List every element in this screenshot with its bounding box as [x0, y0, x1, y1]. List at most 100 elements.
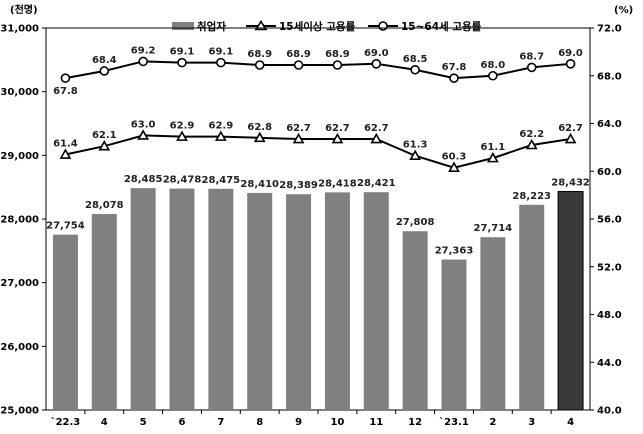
- line-series: 61.4 62.1 63.0 62.9 62.9 62.8 62.7 62.7 62.7 61.3…: [53, 45, 583, 172]
- line-15plus: [65, 134, 571, 169]
- label-15plus: 62.9: [170, 121, 195, 132]
- point-15to64: [293, 60, 304, 70]
- point-15to64: [488, 70, 498, 81]
- label-15to64: 69.1: [170, 47, 195, 58]
- left-tick-label: 25,000: [0, 406, 39, 417]
- label-15to64: 69.0: [558, 48, 583, 59]
- right-tick-label: 60.0: [597, 167, 622, 178]
- point-15plus: [448, 161, 460, 172]
- x-tick-label: 4: [101, 417, 108, 428]
- right-axis-unit: (%): [614, 5, 633, 16]
- point-15to64: [565, 59, 576, 69]
- bar-value-label: 28,078: [85, 200, 124, 211]
- bar-value-label: 28,389: [279, 180, 318, 191]
- label-15plus: 61.4: [53, 139, 78, 150]
- bar: [286, 194, 312, 410]
- x-tick-label: 3: [528, 417, 535, 428]
- label-15to64: 68.5: [403, 54, 428, 65]
- right-tick-label: 68.0: [597, 71, 622, 82]
- point-15plus: [525, 138, 538, 150]
- label-15to64: 68.9: [325, 49, 350, 60]
- bar-value-label: 28,223: [512, 191, 551, 202]
- point-15to64: [332, 60, 343, 70]
- label-15to64: 67.8: [53, 86, 78, 97]
- point-15plus: [486, 151, 499, 163]
- bar-value-label: 27,363: [435, 246, 474, 257]
- point-15plus: [253, 131, 266, 143]
- label-15plus: 62.1: [92, 130, 117, 141]
- bar-value-label: 28,475: [202, 175, 241, 186]
- left-axis-unit: (천명): [10, 3, 38, 16]
- bar: [519, 204, 545, 410]
- label-15to64: 69.0: [364, 48, 389, 59]
- label-15plus: 61.3: [403, 140, 428, 151]
- x-tick-label: 9: [295, 417, 302, 428]
- legend-swatch-15to64: [368, 21, 398, 31]
- bar: [91, 214, 117, 410]
- point-15to64: [216, 57, 226, 68]
- bar: [169, 188, 195, 410]
- x-tick-label: 6: [179, 417, 186, 428]
- label-15plus: 62.7: [364, 123, 389, 134]
- point-15plus: [59, 148, 72, 159]
- point-15to64: [449, 73, 459, 83]
- label-15to64: 68.4: [92, 55, 117, 66]
- bar-value-label: 28,432: [551, 177, 590, 188]
- label-15plus: 62.8: [247, 122, 272, 133]
- x-tick-label: 11: [369, 417, 383, 428]
- line-15to64: [65, 60, 571, 80]
- bar-value-label: 28,410: [240, 179, 279, 190]
- point-15plus: [564, 132, 577, 144]
- legend-label-15to64: 15~64세 고용률: [401, 20, 482, 33]
- label-15to64: 68.9: [247, 49, 272, 60]
- right-tick-label: 56.0: [597, 215, 622, 226]
- point-15plus: [409, 149, 422, 161]
- bar: [441, 259, 467, 410]
- point-15plus: [176, 130, 188, 141]
- x-tick-label: 2: [489, 417, 496, 428]
- bar: [208, 188, 234, 410]
- point-15plus: [98, 140, 111, 151]
- x-tick-label: 10: [330, 417, 344, 428]
- bar-value-label: 27,808: [396, 217, 435, 228]
- label-15plus: 62.2: [519, 129, 544, 140]
- left-tick-label: 27,000: [0, 278, 39, 289]
- bar-value-label: 28,421: [357, 178, 396, 189]
- label-15plus: 62.7: [325, 123, 350, 134]
- label-15to64: 69.1: [209, 47, 234, 58]
- x-tick-label: `23.1: [439, 416, 469, 428]
- point-15plus: [137, 129, 150, 140]
- point-15to64: [60, 73, 71, 83]
- x-tick-label: 5: [140, 417, 147, 428]
- bar: [130, 188, 156, 410]
- point-15to64: [371, 59, 382, 69]
- label-15plus: 62.9: [209, 121, 234, 132]
- right-tick-label: 72.0: [597, 24, 622, 35]
- bar-value-label: 27,714: [474, 223, 513, 234]
- label-15plus: 62.7: [558, 123, 583, 134]
- left-tick-label: 26,000: [0, 342, 39, 353]
- label-15to64: 68.9: [286, 49, 311, 60]
- x-tick-label: 8: [256, 417, 263, 428]
- left-tick-label: 30,000: [0, 87, 39, 98]
- bar: [363, 192, 389, 410]
- bar: [480, 237, 506, 410]
- bar-value-label: 27,754: [46, 221, 85, 232]
- right-tick-label: 52.0: [597, 262, 622, 273]
- x-tick-label: `22.3: [51, 416, 81, 428]
- point-15to64: [254, 60, 265, 70]
- label-15plus: 63.0: [131, 119, 156, 130]
- right-tick-label: 40.0: [597, 406, 622, 417]
- legend-label-15plus: 15세이상 고용률: [279, 20, 356, 33]
- label-15to64: 68.0: [481, 60, 506, 71]
- point-15plus: [370, 132, 383, 144]
- label-15plus: 60.3: [442, 152, 467, 163]
- bar: [402, 231, 428, 410]
- x-tick-label: 12: [408, 417, 422, 428]
- legend: 취업자 15세이상 고용률 15~64세 고용률: [172, 19, 482, 33]
- right-tick-label: 64.0: [597, 119, 622, 130]
- x-axis-ticks: `22.3 4 5 6 7 8 9 10 11 12 `23.1 2 3 4: [51, 410, 574, 428]
- label-15to64: 67.8: [442, 62, 467, 73]
- bar-value-label: 28,485: [124, 174, 163, 185]
